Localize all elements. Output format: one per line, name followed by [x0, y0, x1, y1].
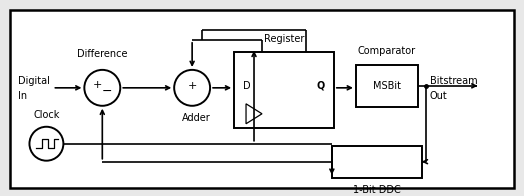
Text: +: +: [93, 80, 102, 90]
Text: 1-Bit DDC: 1-Bit DDC: [353, 185, 401, 195]
Text: Adder: Adder: [182, 113, 211, 123]
Text: Clock: Clock: [33, 110, 60, 120]
Text: In: In: [18, 91, 28, 101]
Bar: [332, 146, 422, 178]
Text: +: +: [188, 81, 197, 91]
Bar: [234, 52, 334, 128]
Text: Q: Q: [317, 81, 325, 91]
Text: Bitstream: Bitstream: [430, 76, 477, 86]
Text: Register: Register: [264, 34, 304, 44]
Bar: [356, 65, 418, 107]
Text: Comparator: Comparator: [358, 46, 416, 56]
Text: Out: Out: [430, 91, 447, 101]
Text: MSBit: MSBit: [373, 81, 401, 91]
Text: Difference: Difference: [77, 49, 127, 59]
Text: D: D: [243, 81, 251, 91]
Text: Digital: Digital: [18, 76, 50, 86]
Text: −: −: [102, 85, 113, 98]
